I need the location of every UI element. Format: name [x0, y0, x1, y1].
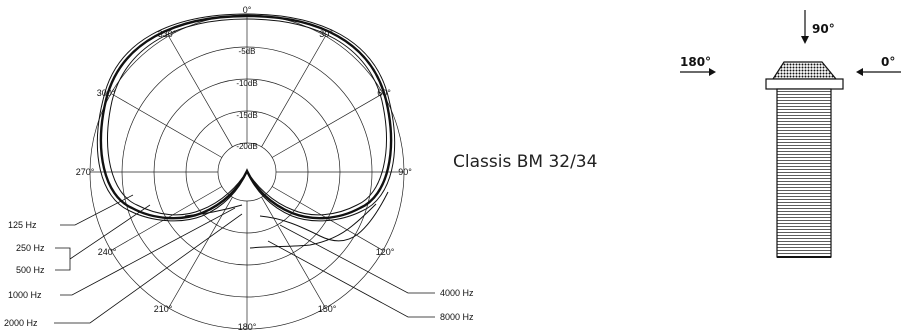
angle-label-120: 120°: [376, 247, 395, 257]
polar-spoke-30: [261, 35, 326, 148]
db-label-5: -5dB: [239, 47, 256, 56]
angle-label-90: 90°: [398, 167, 412, 177]
arrow-180-head-icon: [709, 68, 716, 76]
model-title: Classis BM 32/34: [453, 152, 597, 172]
mic-label-0: 0°: [881, 55, 895, 69]
legend-4000hz: 4000 Hz: [440, 288, 474, 298]
leader-1000hz: [60, 207, 236, 296]
legend-right: 4000 Hz 8000 Hz: [267, 224, 474, 322]
polar-spoke-210: [168, 196, 233, 309]
polar-spoke-330: [168, 35, 233, 148]
leader-2000hz: [54, 213, 243, 324]
response-curve-8000hz: [249, 203, 377, 249]
microphone-drawing: 90° 180° 0°: [680, 10, 901, 258]
mic-label-180: 180°: [680, 55, 711, 69]
response-curves: [97, 13, 395, 249]
angle-label-240: 240°: [98, 247, 117, 257]
polar-spoke-300: [110, 93, 223, 158]
leader-125hz: [60, 194, 134, 226]
response-curve-outer: [97, 13, 395, 222]
legend-250hz: 250 Hz: [16, 243, 45, 253]
mic-body: [776, 88, 832, 258]
angle-label-270: 270°: [76, 167, 95, 177]
angle-label-300: 300°: [97, 88, 116, 98]
mic-head: [771, 61, 838, 80]
legend-left: 125 Hz 250 Hz 500 Hz 1000 Hz 2000 Hz: [4, 194, 243, 328]
db-label-20: -20dB: [236, 142, 257, 151]
response-curve-low-tail: [184, 204, 243, 217]
mic-label-90: 90°: [812, 22, 835, 36]
polar-spoke-60: [271, 93, 384, 158]
leader-4000hz: [279, 224, 435, 294]
legend-125hz: 125 Hz: [8, 220, 37, 230]
legend-1000hz: 1000 Hz: [8, 290, 42, 300]
legend-2000hz: 2000 Hz: [4, 318, 38, 328]
angle-label-180: 180°: [238, 322, 257, 332]
angle-label-330: 330°: [158, 29, 177, 39]
angle-label-0: 0°: [243, 5, 252, 15]
db-label-10: -10dB: [236, 79, 257, 88]
db-label-15: -15dB: [236, 111, 257, 120]
angle-label-150: 150°: [318, 304, 337, 314]
arrow-0-head-icon: [856, 68, 863, 76]
legend-8000hz: 8000 Hz: [440, 312, 474, 322]
arrow-90-head-icon: [801, 36, 809, 44]
legend-500hz: 500 Hz: [16, 265, 45, 275]
mic-flange: [765, 78, 844, 90]
leader-8000hz: [267, 240, 435, 318]
db-labels: -5dB -10dB -15dB -20dB: [236, 47, 257, 151]
leader-250hz: [55, 204, 151, 271]
polar-spoke-150: [261, 196, 326, 309]
response-curve-4000hz: [259, 191, 389, 242]
angle-label-210: 210°: [154, 304, 173, 314]
response-curve-inner: [107, 18, 387, 216]
